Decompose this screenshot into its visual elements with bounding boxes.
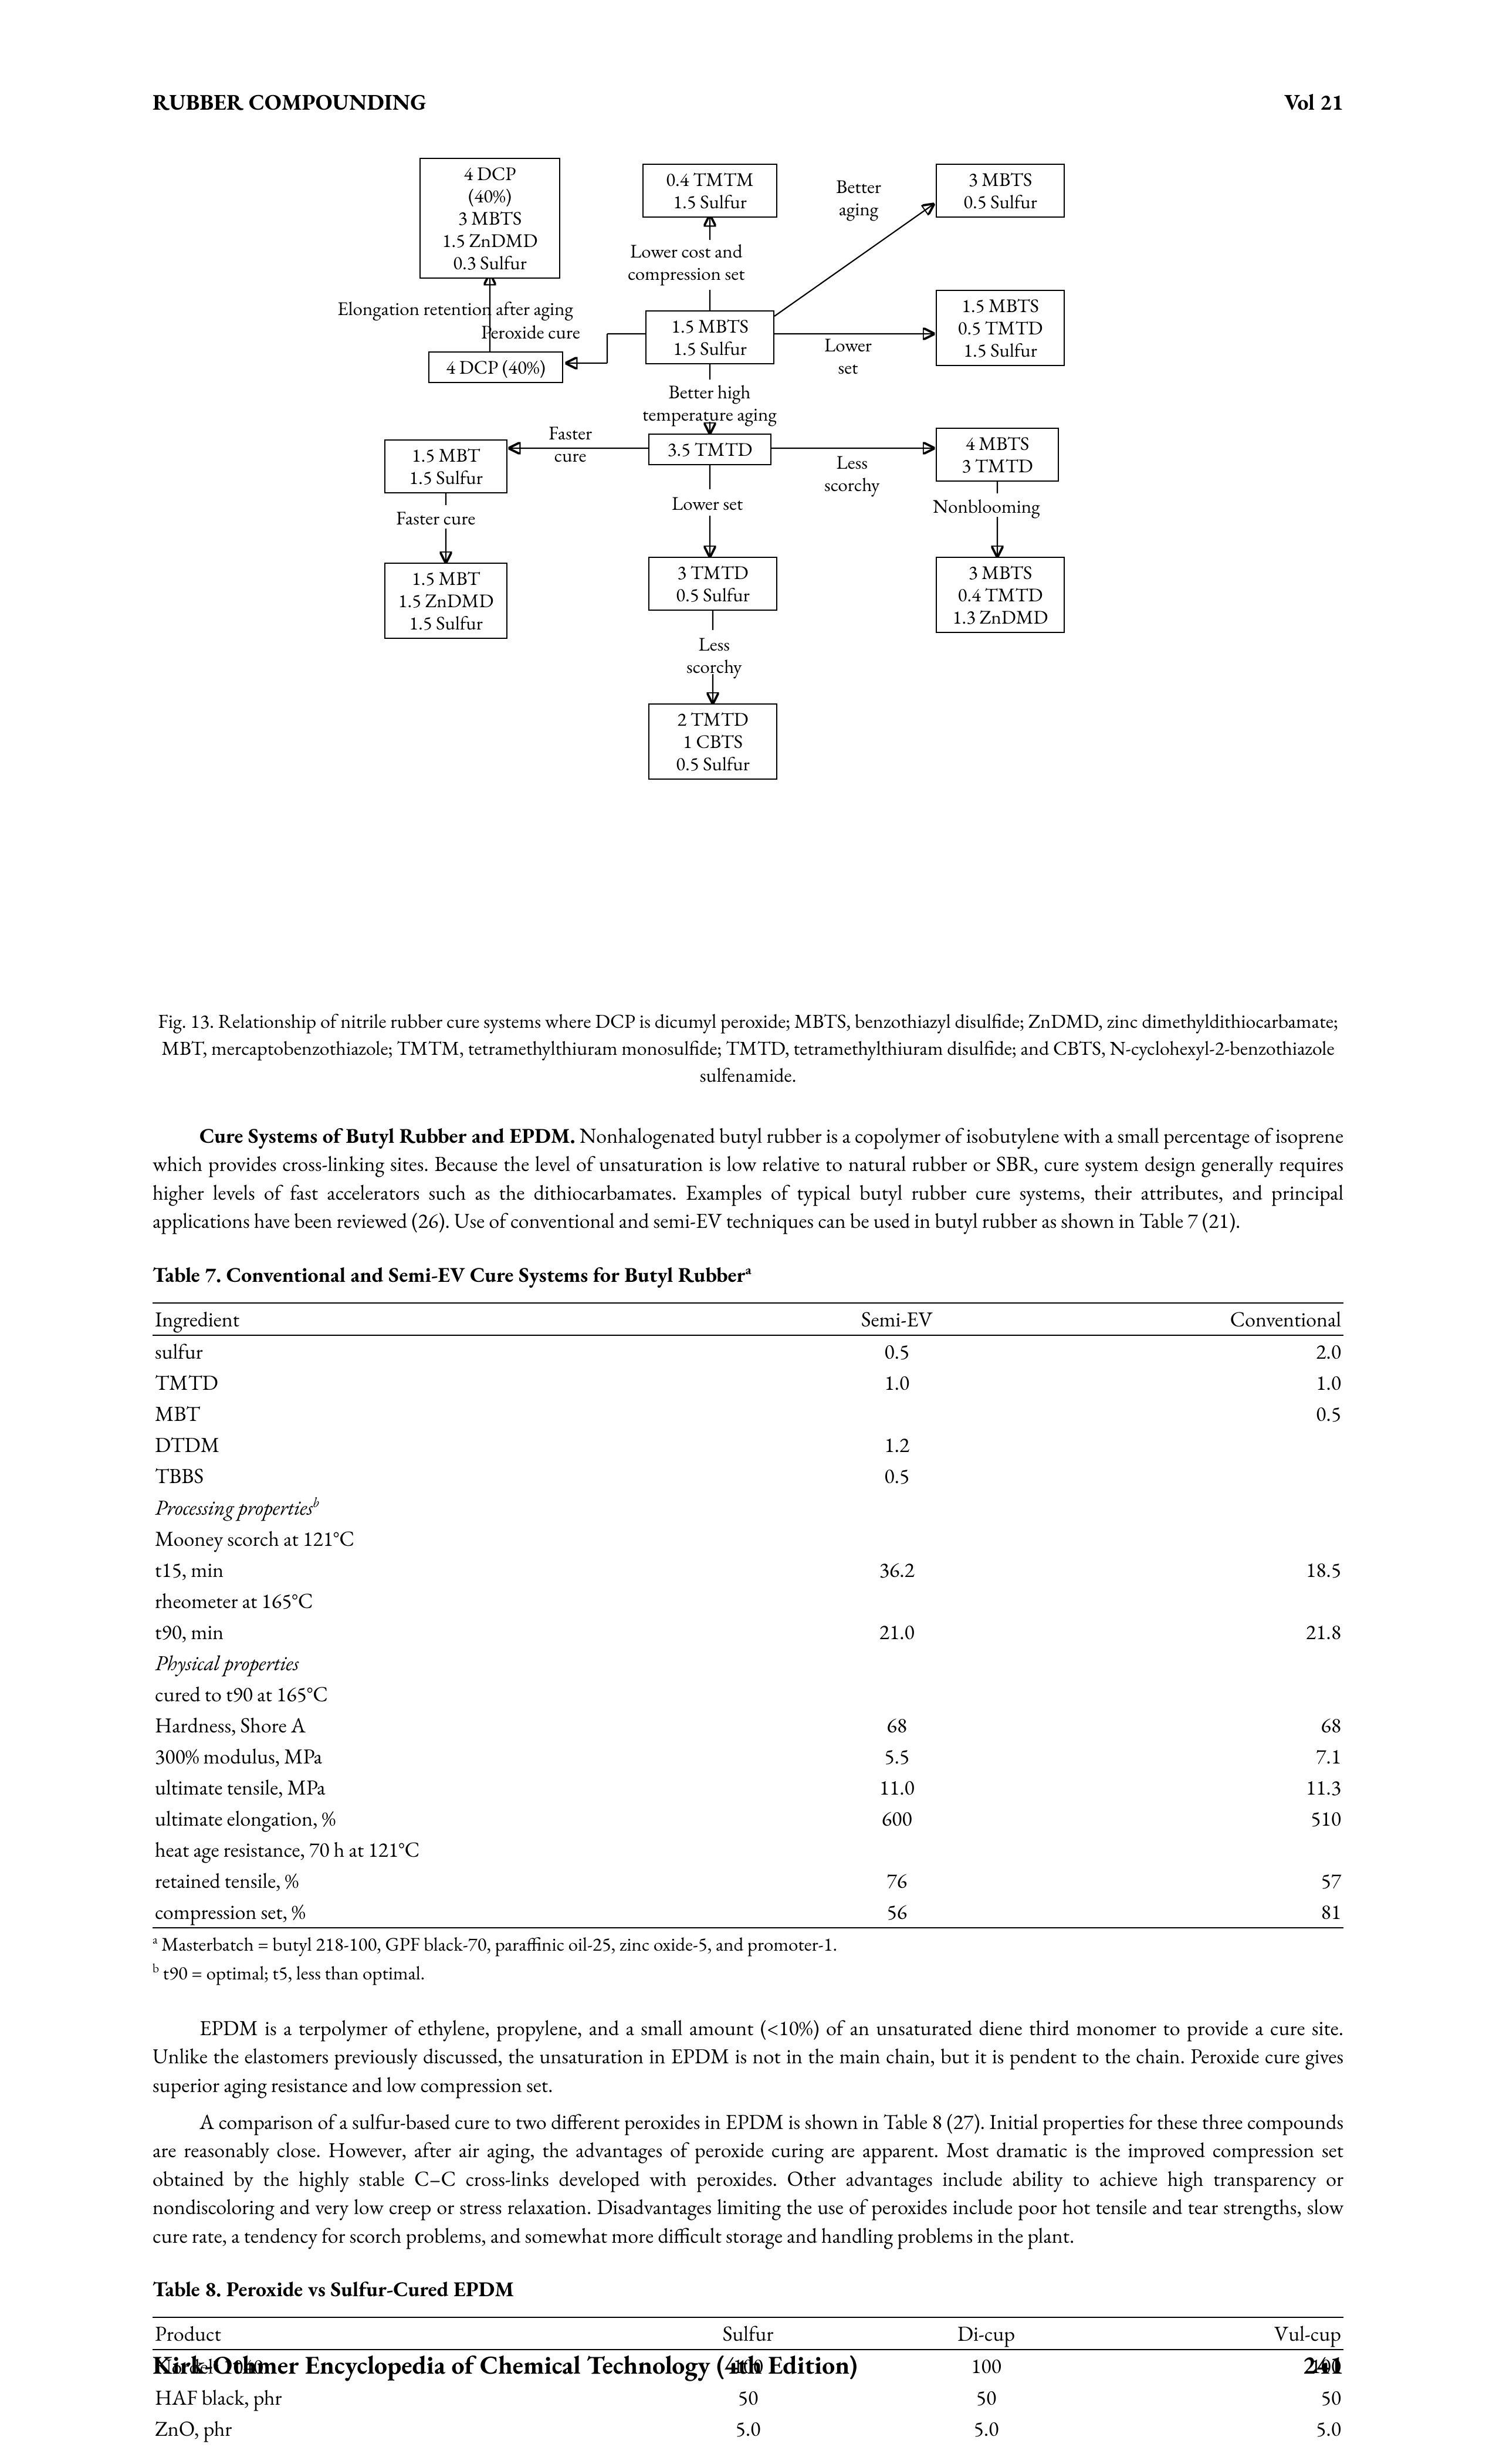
para1-runin: Cure Systems of Butyl Rubber and EPDM. (199, 1122, 576, 1149)
table-row: compression set, %5681 (153, 1896, 1343, 1928)
table-7-head-row: Ingredient Semi-EV Conventional (153, 1303, 1343, 1335)
table-7-footnote-a: a Masterbatch = butyl 218-100, GPF black… (153, 1932, 1343, 1957)
footer-right: 241 (1302, 2348, 1343, 2382)
label-nonblooming: Nonblooming (933, 495, 1040, 517)
table-row: heat age resistance, 70 h at 121°C (153, 1834, 1343, 1865)
table-row: rheometer at 165°C (153, 1585, 1343, 1616)
label-elongation: Elongation retention after aging (337, 297, 573, 320)
paragraph-cure-systems: Cure Systems of Butyl Rubber and EPDM. N… (153, 1122, 1343, 1236)
label-peroxide-cure: Peroxide cure (481, 321, 580, 343)
table-row: HAF black, phr505050 (153, 2382, 1343, 2413)
figure-13-caption: Fig. 13. Relationship of nitrile rubber … (153, 1008, 1343, 1089)
t8-h0: Product (153, 2317, 629, 2350)
table-row: cured to t90 at 165°C (153, 1678, 1343, 1710)
t7-section-2: Physical properties (153, 1647, 1343, 1678)
paragraph-epdm-2: A comparison of a sulfur-based cure to t… (153, 2108, 1343, 2250)
table-row: sulfur0.52.0 (153, 1335, 1343, 1367)
node-n5: 1.5 MBTS 1.5 Sulfur (645, 310, 774, 364)
table-row: Mooney scorch at 121°C (153, 1523, 1343, 1554)
label-better-aging: Better aging (836, 175, 881, 220)
page-header: RUBBER COMPOUNDING Vol 21 (153, 88, 1343, 117)
label-lower-cost: Lower cost and compression set (628, 240, 744, 285)
label-faster-cure-2: Faster cure (396, 507, 475, 529)
table-row: t15, min36.218.5 (153, 1554, 1343, 1585)
header-right: Vol 21 (1284, 88, 1343, 117)
figure-13-flowchart: 4 DCP (40%) 3 MBTS 1.5 ZnDMD 0.3 Sulfur … (314, 158, 1182, 991)
node-n4: 4 DCP (40%) (428, 351, 563, 383)
label-lower-set-1: Lower set (824, 334, 872, 378)
label-better-high: Better high temperature aging (642, 381, 777, 425)
label-lower-set-2: Lower set (672, 492, 743, 515)
label-less-scorchy-2: Less scorchy (686, 633, 742, 678)
table-row: ZnO, phr5.05.05.0 (153, 2413, 1343, 2444)
t8-h1: Sulfur (629, 2317, 867, 2350)
node-n11: 3 TMTD 0.5 Sulfur (648, 557, 777, 611)
header-left: RUBBER COMPOUNDING (153, 88, 427, 117)
node-n13: 2 TMTD 1 CBTS 0.5 Sulfur (648, 703, 777, 780)
table-row: retained tensile, %7657 (153, 1865, 1343, 1896)
table-row: TBBS0.5 (153, 1460, 1343, 1491)
t8-h2: Di-cup (867, 2317, 1105, 2350)
node-n7: 1.5 MBT 1.5 Sulfur (384, 439, 507, 493)
table-row: TMTD1.01.0 (153, 1367, 1343, 1398)
t8-h3: Vul-cup (1105, 2317, 1343, 2350)
paragraph-epdm-1: EPDM is a terpolymer of ethylene, propyl… (153, 2014, 1343, 2100)
table-row: DTDM1.2 (153, 1429, 1343, 1460)
node-n6: 1.5 MBTS 0.5 TMTD 1.5 Sulfur (936, 290, 1065, 366)
t7-h0: Ingredient (153, 1303, 748, 1335)
table-row: ultimate tensile, MPa11.011.3 (153, 1772, 1343, 1803)
table-7-footnote-b: b t90 = optimal; t5, less than optimal. (153, 1961, 1343, 1986)
page-footer: Kirk-Othmer Encyclopedia of Chemical Tec… (153, 2348, 1343, 2382)
table-row: ultimate elongation, %600510 (153, 1803, 1343, 1834)
node-n8: 3.5 TMTD (648, 434, 771, 465)
table-row: MBT0.5 (153, 1398, 1343, 1429)
table-8-title: Table 8. Peroxide vs Sulfur-Cured EPDM (153, 2275, 1343, 2303)
table-row: t90, min21.021.8 (153, 1616, 1343, 1647)
label-less-scorchy-1: Less scorchy (824, 451, 879, 496)
node-n3: 3 MBTS 0.5 Sulfur (936, 164, 1065, 218)
t7-section-1: Processing propertiesb (153, 1491, 1343, 1523)
t7-h1: Semi-EV (748, 1303, 1046, 1335)
node-n12: 3 MBTS 0.4 TMTD 1.3 ZnDMD (936, 557, 1065, 633)
t7-h2: Conventional (1046, 1303, 1344, 1335)
node-n2: 0.4 TMTM 1.5 Sulfur (642, 164, 777, 218)
node-n9: 4 MBTS 3 TMTD (936, 428, 1059, 482)
table-7-title: Table 7. Conventional and Semi-EV Cure S… (153, 1260, 1343, 1288)
table-row: Hardness, Shore A6868 (153, 1710, 1343, 1741)
table-row: 300% modulus, MPa5.57.1 (153, 1741, 1343, 1772)
node-n10: 1.5 MBT 1.5 ZnDMD 1.5 Sulfur (384, 563, 507, 639)
table-8-head-row: Product Sulfur Di-cup Vul-cup (153, 2317, 1343, 2350)
label-faster-cure-1: Faster cure (549, 422, 592, 466)
node-n1: 4 DCP (40%) 3 MBTS 1.5 ZnDMD 0.3 Sulfur (419, 158, 560, 279)
table-7: Ingredient Semi-EV Conventional sulfur0.… (153, 1302, 1343, 1928)
footer-left: Kirk-Othmer Encyclopedia of Chemical Tec… (153, 2348, 857, 2382)
